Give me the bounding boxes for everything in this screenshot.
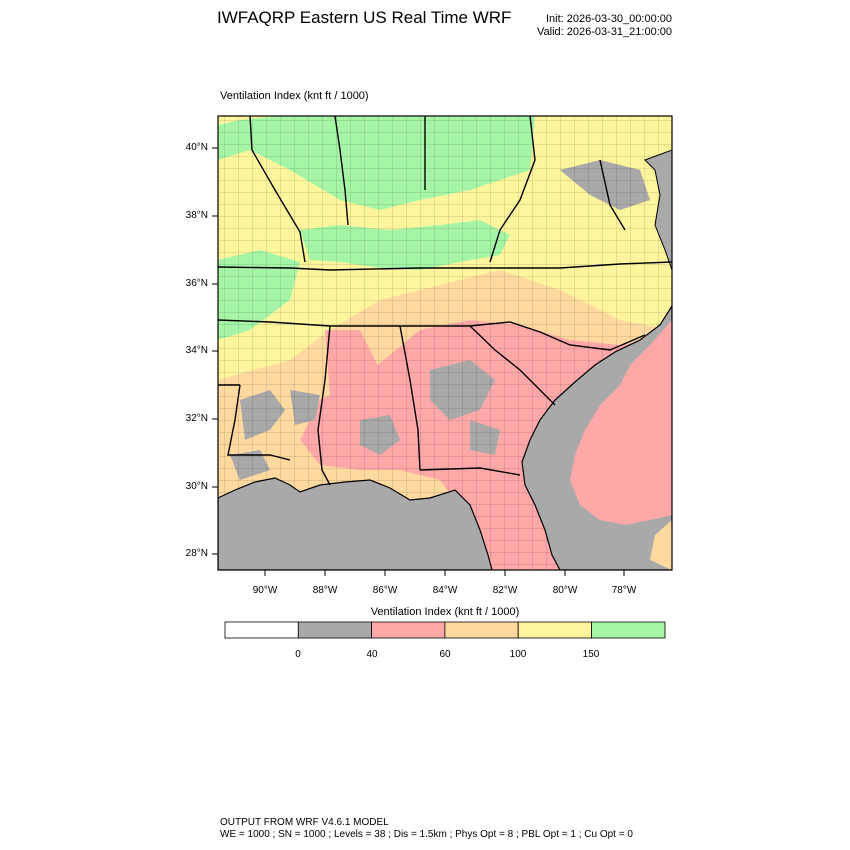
- valid-time: Valid: 2026-03-31_21:00:00: [537, 26, 672, 38]
- chesapeake-bay: [644, 149, 672, 271]
- init-time: Init: 2026-03-30_00:00:00: [546, 13, 672, 25]
- gulf-of-mexico: [218, 477, 493, 570]
- lat-label: 38°N: [185, 210, 208, 221]
- state-boundaries: [218, 116, 672, 486]
- colorbar-bin: [371, 621, 446, 639]
- lon-label: 90°W: [252, 585, 278, 596]
- lon-label: 82°W: [492, 585, 518, 596]
- map-field: [218, 116, 672, 570]
- colorbar-tick-label: 60: [439, 649, 451, 660]
- lat-label: 32°N: [185, 413, 208, 424]
- colorbar-tick-label: 40: [366, 649, 378, 660]
- footer-config: WE = 1000 ; SN = 1000 ; Levels = 38 ; Di…: [220, 829, 633, 840]
- colorbar-bin: [444, 621, 519, 639]
- lat-label: 28°N: [185, 548, 208, 559]
- lat-ticks: [212, 147, 218, 555]
- colorbar: [224, 621, 666, 639]
- lon-label: 84°W: [432, 585, 458, 596]
- colorbar-bin: [297, 621, 372, 639]
- field-region-40-60-atlantic: [570, 320, 672, 525]
- lat-label: 40°N: [185, 142, 208, 153]
- lon-label: 78°W: [611, 585, 637, 596]
- colorbar-bin: [224, 621, 299, 639]
- colorbar-bin: [517, 621, 592, 639]
- colorbar-tick-label: 100: [509, 649, 527, 660]
- lat-label: 34°N: [185, 345, 208, 356]
- field-label: Ventilation Index (knt ft / 1000): [220, 90, 369, 102]
- lon-label: 86°W: [372, 585, 398, 596]
- lat-label: 36°N: [185, 278, 208, 289]
- map-title: IWFAQRP Eastern US Real Time WRF: [217, 8, 512, 27]
- colorbar-tick-label: 150: [582, 649, 600, 660]
- lon-label: 88°W: [312, 585, 338, 596]
- colorbar-title: Ventilation Index (knt ft / 1000): [370, 606, 520, 618]
- lat-label: 30°N: [185, 481, 208, 492]
- lon-ticks: [264, 570, 625, 576]
- lon-label: 80°W: [552, 585, 578, 596]
- footer-model: OUTPUT FROM WRF V4.6.1 MODEL: [220, 817, 389, 828]
- colorbar-tick-label: 0: [295, 649, 301, 660]
- colorbar-bin: [591, 621, 666, 639]
- field-region-60-100-atlantic: [650, 520, 672, 570]
